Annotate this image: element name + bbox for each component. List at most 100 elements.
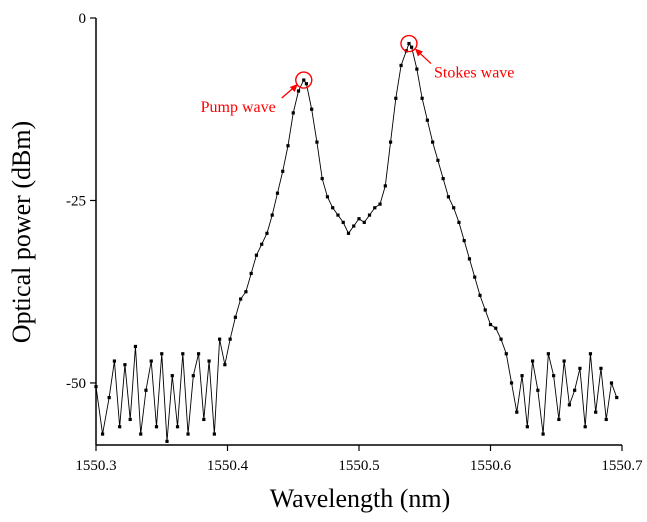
data-point <box>415 67 419 71</box>
stokes-wave-label: Stokes wave <box>434 65 514 82</box>
data-point <box>123 363 127 367</box>
data-point <box>331 206 335 210</box>
data-point <box>604 417 608 422</box>
pump-arrow-head <box>289 84 298 93</box>
data-point <box>452 206 456 210</box>
data-point <box>181 352 185 356</box>
data-point <box>218 337 222 341</box>
data-point <box>254 253 259 257</box>
data-point <box>196 352 201 356</box>
data-point <box>583 425 587 429</box>
data-point <box>249 271 253 276</box>
data-point <box>315 140 319 144</box>
data-point <box>483 308 487 312</box>
data-point <box>373 206 377 210</box>
data-point <box>160 352 164 356</box>
data-point <box>320 176 324 181</box>
x-tick-label: 1550.7 <box>601 458 643 474</box>
data-point <box>425 118 429 122</box>
data-point <box>383 184 387 188</box>
data-point <box>228 337 232 341</box>
x-tick-label: 1550.3 <box>75 458 116 474</box>
data-point <box>494 326 498 330</box>
data-point <box>599 366 603 370</box>
data-point <box>488 322 493 327</box>
data-point <box>462 239 466 243</box>
data-point <box>270 213 274 217</box>
stokes-arrow-head <box>414 48 423 57</box>
data-point <box>265 231 269 235</box>
data-point <box>436 158 440 162</box>
data-point <box>562 359 566 363</box>
data-point <box>233 315 237 319</box>
data-point <box>457 220 461 224</box>
y-tick-label: -50 <box>66 376 86 392</box>
data-point <box>394 96 398 100</box>
y-axis-title: Optical power (dBm) <box>7 121 36 343</box>
data-point <box>100 432 105 436</box>
data-point <box>546 352 550 356</box>
data-point <box>302 78 306 82</box>
data-point <box>420 96 424 100</box>
data-point <box>139 432 143 436</box>
pump-wave-label: Pump wave <box>201 99 276 116</box>
data-point <box>175 425 180 429</box>
data-point <box>336 213 340 217</box>
data-point <box>165 439 169 443</box>
data-point <box>530 359 535 363</box>
data-point <box>594 410 598 414</box>
data-point <box>212 432 216 436</box>
data-point <box>133 344 138 349</box>
data-point <box>281 169 285 173</box>
series-line <box>95 42 618 442</box>
data-point <box>578 366 582 370</box>
data-point <box>239 297 243 301</box>
data-point <box>407 41 411 46</box>
data-point <box>499 337 503 341</box>
data-point <box>304 82 308 86</box>
data-point <box>410 45 414 49</box>
data-point <box>431 140 435 144</box>
data-point <box>223 363 227 367</box>
data-point <box>536 388 540 392</box>
data-point <box>191 374 195 378</box>
data-point <box>388 140 393 144</box>
data-point <box>202 417 206 422</box>
data-point <box>118 425 122 429</box>
data-point <box>154 425 159 429</box>
data-point <box>367 213 372 217</box>
x-axis-title: Wavelength (nm) <box>270 484 451 513</box>
data-point <box>588 352 593 356</box>
data-point <box>275 191 280 195</box>
data-point <box>557 417 561 422</box>
data-point <box>567 403 571 407</box>
data-point <box>378 202 382 206</box>
data-point <box>515 410 519 414</box>
data-point <box>244 290 248 294</box>
data-point <box>207 359 211 363</box>
data-point <box>149 359 153 363</box>
data-point <box>504 352 508 356</box>
x-tick-label: 1550.5 <box>338 458 379 474</box>
data-point <box>186 432 190 436</box>
data-point <box>467 257 472 261</box>
data-point <box>128 417 132 422</box>
data-point <box>399 63 403 68</box>
data-point <box>520 374 524 378</box>
y-tick-label: -25 <box>66 193 86 209</box>
data-point <box>541 432 545 436</box>
data-point <box>296 89 301 93</box>
data-point <box>573 388 577 392</box>
data-point <box>170 374 174 378</box>
data-point <box>346 231 351 235</box>
data-point <box>473 275 477 279</box>
data-point <box>509 381 514 385</box>
data-point <box>107 395 111 400</box>
x-tick-label: 1550.6 <box>470 458 512 474</box>
x-tick-label: 1550.4 <box>207 458 249 474</box>
data-point <box>552 374 556 378</box>
data-point <box>357 217 361 221</box>
data-point <box>291 111 295 115</box>
data-point <box>341 220 345 224</box>
